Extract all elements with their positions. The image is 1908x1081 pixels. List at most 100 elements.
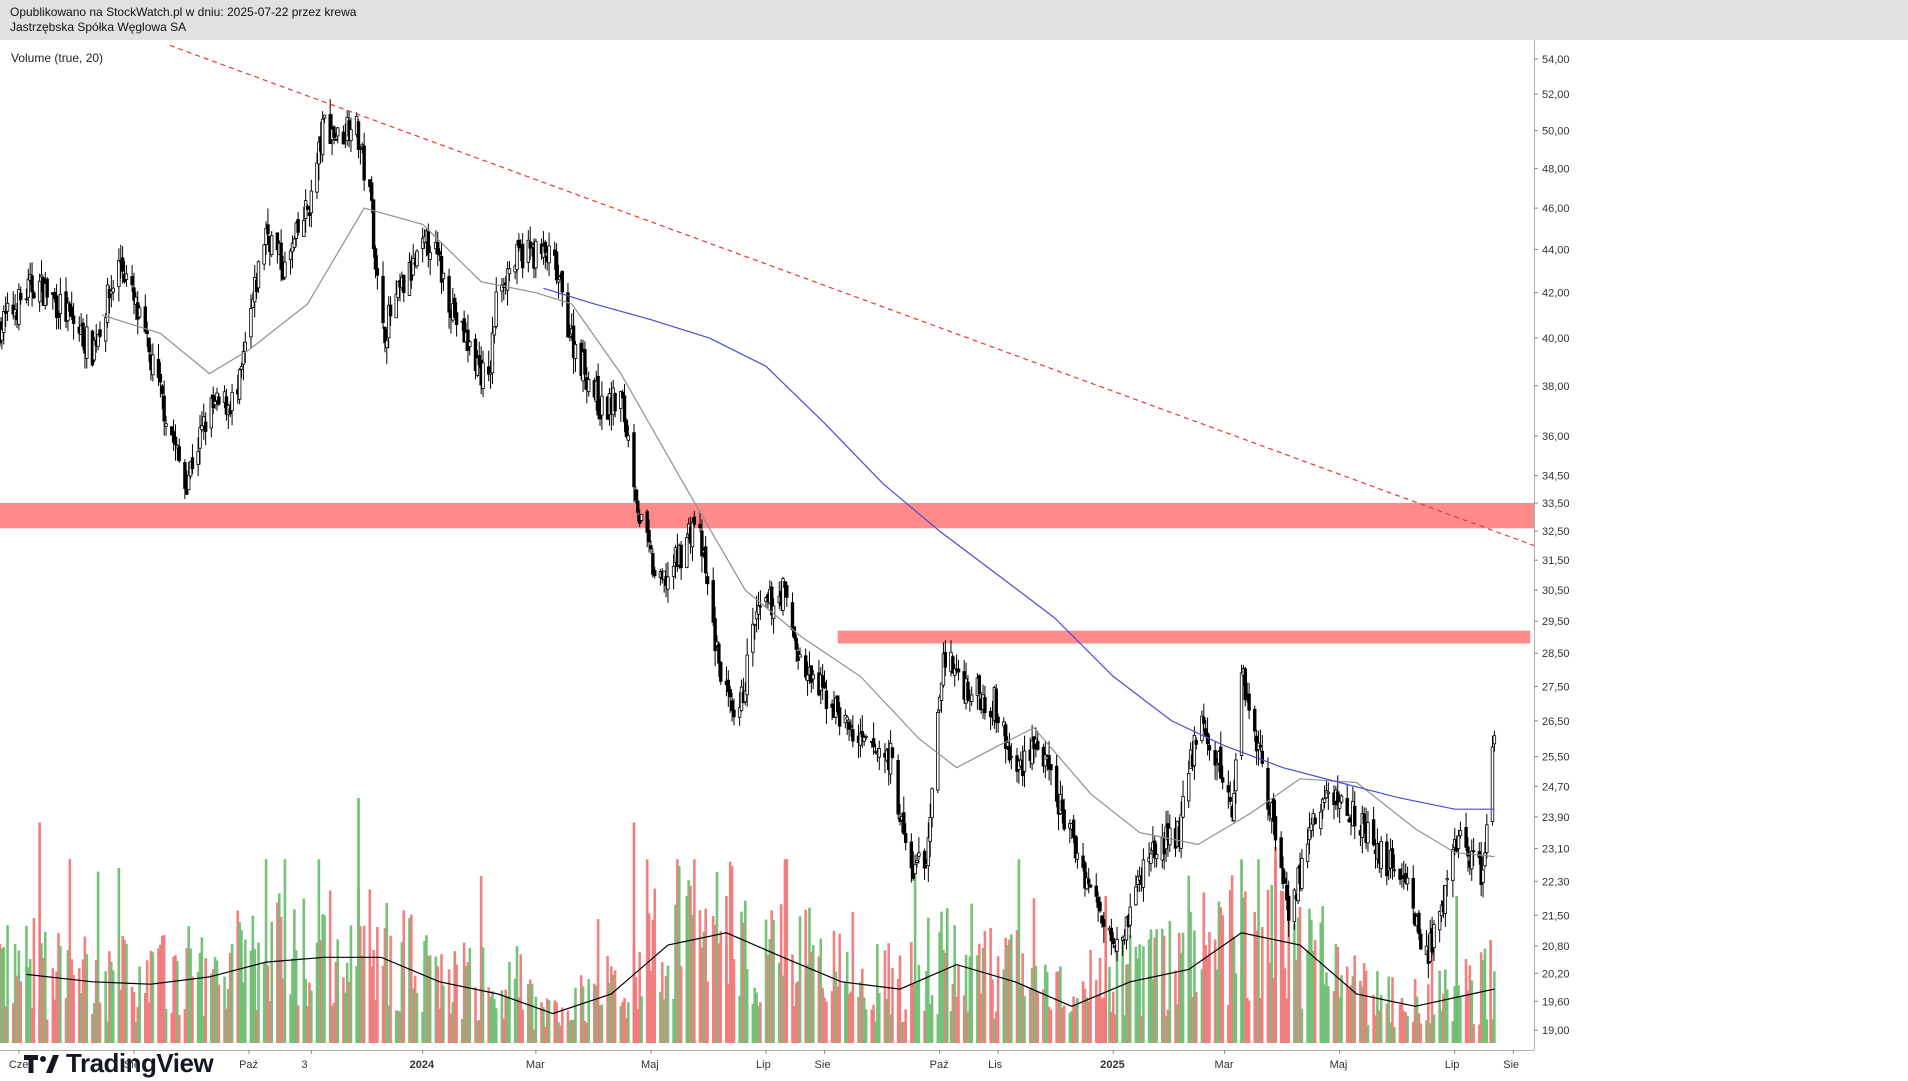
resistance-zone-1[interactable]: [0, 502, 1534, 529]
candle: [928, 803, 932, 858]
volume-bar: [845, 952, 849, 1043]
moving-average-short-line[interactable]: [101, 207, 1495, 858]
volume-bar: [621, 1001, 624, 1043]
moving-average-long-line[interactable]: [543, 287, 1495, 810]
volume-bar: [530, 983, 534, 1043]
volume-bar: [687, 880, 690, 1043]
volume-bar: [25, 925, 28, 1043]
candle: [500, 278, 504, 303]
volume-bar: [423, 940, 426, 1043]
candle: [462, 310, 466, 343]
volume-bar: [1466, 990, 1470, 1043]
volume-bar: [251, 915, 255, 1043]
volume-bar: [413, 975, 417, 1043]
candle: [1202, 703, 1206, 732]
candle: [1445, 869, 1449, 897]
candle: [811, 669, 815, 690]
volume-bar: [27, 967, 30, 1043]
volume-bar: [342, 977, 345, 1043]
candle: [1353, 791, 1357, 839]
candle: [447, 268, 451, 329]
volume-bar: [387, 1005, 390, 1043]
volume-bar: [810, 951, 813, 1043]
volume-bar: [1349, 985, 1353, 1043]
candle: [1309, 817, 1314, 839]
volume-bar: [66, 950, 70, 1043]
price-chart[interactable]: 54,00 52,00 50,00 48,00 46,00 44,00 42,00 40,00…: [0, 40, 1908, 1081]
volume-bar: [1327, 986, 1330, 1043]
volume-bar: [923, 1010, 926, 1043]
candle: [624, 418, 629, 439]
candle: [81, 318, 85, 351]
volume-bar: [40, 943, 43, 1043]
candle: [256, 260, 261, 293]
volume-bar: [519, 954, 523, 1043]
candle: [783, 581, 787, 598]
candle: [970, 686, 974, 706]
volume-bar: [619, 1006, 623, 1043]
candle: [943, 640, 948, 677]
volume-bar: [134, 1022, 138, 1043]
candle: [679, 541, 683, 580]
volume-bar: [1042, 989, 1045, 1043]
candle: [1247, 682, 1251, 720]
volume-bar: [613, 970, 617, 1043]
x-tick-label: Paź: [239, 1059, 258, 1071]
y-tick-label: 20,80: [1542, 941, 1570, 953]
volume-bar: [1138, 944, 1141, 1043]
candle: [226, 403, 231, 430]
tradingview-logo[interactable]: TradingView: [24, 1048, 214, 1079]
candle: [26, 268, 31, 306]
candle: [543, 239, 547, 269]
volume-indicator-label[interactable]: Volume (true, 20): [11, 51, 104, 65]
volume-bar: [728, 861, 732, 1043]
candle: [1115, 926, 1119, 962]
volume-bar: [317, 859, 321, 1043]
volume-bar: [1242, 897, 1245, 1043]
resistance-zone-2[interactable]: [837, 630, 1531, 644]
volume-bar: [360, 955, 364, 1043]
volume-bar: [119, 989, 123, 1043]
volume-bar: [1464, 958, 1468, 1043]
candle: [334, 132, 338, 141]
candle: [1490, 735, 1495, 826]
candle: [288, 248, 293, 275]
volume-bar: [123, 939, 126, 1043]
volume-bar: [559, 1025, 562, 1043]
y-tick-label: 19,00: [1542, 1025, 1570, 1037]
candle: [394, 280, 398, 319]
volume-bar: [1194, 991, 1198, 1043]
candle: [824, 679, 829, 724]
volume-bar: [540, 1002, 543, 1043]
volume-bar: [976, 955, 979, 1043]
candle: [388, 296, 393, 326]
volume-bar: [927, 917, 930, 1043]
volume-bar: [30, 1007, 34, 1043]
volume-bar: [400, 942, 404, 1043]
volume-bar: [1030, 967, 1034, 1043]
volume-bar: [1111, 991, 1115, 1043]
volume-bars: [0, 798, 1496, 1043]
candle: [262, 243, 266, 271]
volume-bar: [343, 992, 347, 1043]
volume-ma-line: [26, 932, 1495, 1015]
candle: [347, 110, 351, 148]
volume-spike-bar: [1274, 847, 1277, 1043]
downtrend-line[interactable]: [169, 44, 1535, 547]
volume-bar: [860, 968, 864, 1043]
volume-bar: [515, 946, 519, 1043]
candle: [239, 362, 244, 379]
volume-bar: [583, 1020, 587, 1043]
candle: [636, 489, 640, 522]
candle: [475, 350, 480, 378]
candle: [937, 694, 942, 713]
candle: [1220, 765, 1225, 790]
candle: [860, 715, 864, 748]
volume-bar: [698, 910, 702, 1043]
y-tick-label: 26,50: [1542, 716, 1570, 728]
candle: [805, 661, 810, 696]
candle: [1379, 836, 1383, 878]
candle: [1324, 781, 1329, 800]
volume-bar: [711, 916, 715, 1043]
volume-bar: [1294, 959, 1298, 1043]
